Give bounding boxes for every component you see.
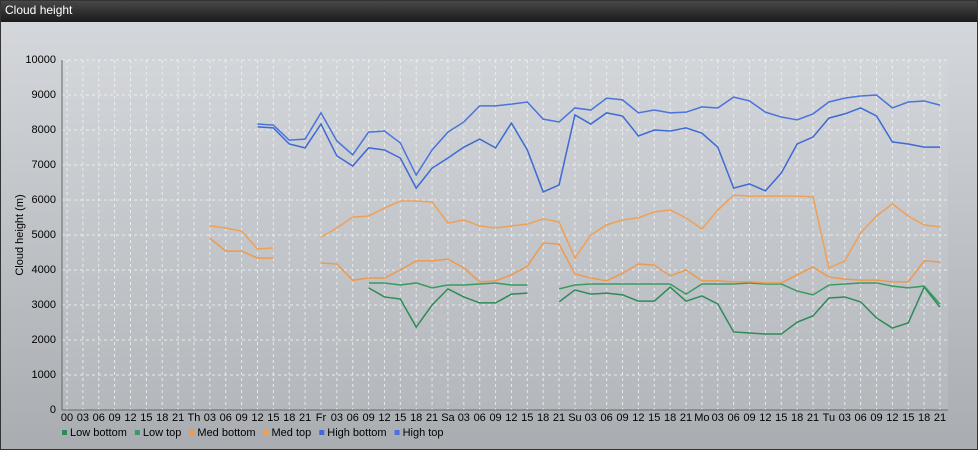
legend-label: Low top bbox=[143, 427, 182, 439]
x-tick-label: 12 bbox=[505, 412, 517, 424]
legend-label: Low bottom bbox=[70, 427, 127, 439]
y-tick-label: 4000 bbox=[32, 264, 56, 276]
legend-swatch bbox=[263, 430, 269, 435]
series-line bbox=[257, 94, 941, 177]
y-tick-label: 9000 bbox=[32, 89, 56, 101]
x-tick-label: 21 bbox=[553, 412, 565, 424]
x-tick-label: 21 bbox=[172, 412, 184, 424]
x-tick-label: 06 bbox=[474, 412, 486, 424]
x-tick-label: 21 bbox=[934, 412, 946, 424]
x-tick-label: 15 bbox=[775, 412, 787, 424]
legend-label: Med bottom bbox=[197, 427, 255, 439]
x-tick-label: Th bbox=[188, 412, 201, 424]
x-tick-label: 09 bbox=[870, 412, 882, 424]
legend-label: High bottom bbox=[327, 427, 386, 439]
x-tick-label: 21 bbox=[680, 412, 692, 424]
series-line bbox=[209, 194, 941, 269]
x-tick-label: 06 bbox=[220, 412, 232, 424]
x-tick-label: 18 bbox=[156, 412, 168, 424]
x-tick-label: 12 bbox=[632, 412, 644, 424]
y-tick-label: 7000 bbox=[32, 159, 56, 171]
x-tick-label: 12 bbox=[124, 412, 136, 424]
series-line bbox=[368, 282, 941, 305]
x-tick-label: 06 bbox=[855, 412, 867, 424]
x-tick-label: Sa bbox=[441, 412, 455, 424]
x-tick-label: 18 bbox=[410, 412, 422, 424]
x-tick-label: 06 bbox=[93, 412, 105, 424]
x-tick-label: 06 bbox=[347, 412, 359, 424]
legend-label: Med top bbox=[272, 427, 312, 439]
x-tick-label: 21 bbox=[426, 412, 438, 424]
y-tick-label: 3000 bbox=[32, 299, 56, 311]
y-tick-label: 2000 bbox=[32, 334, 56, 346]
y-tick-label: 10000 bbox=[25, 54, 56, 66]
y-tick-label: 0 bbox=[50, 404, 56, 416]
x-tick-label: 06 bbox=[728, 412, 740, 424]
x-tick-label: 18 bbox=[791, 412, 803, 424]
x-tick-label: 03 bbox=[839, 412, 851, 424]
x-tick-label: 21 bbox=[807, 412, 819, 424]
x-tick-label: 03 bbox=[77, 412, 89, 424]
y-tick-label: 1000 bbox=[32, 369, 56, 381]
y-tick-label: 6000 bbox=[32, 194, 56, 206]
x-tick-label: 09 bbox=[362, 412, 374, 424]
x-tick-label: Tu bbox=[823, 412, 835, 424]
x-tick-label: 09 bbox=[108, 412, 120, 424]
x-tick-label: 15 bbox=[267, 412, 279, 424]
x-tick-label: 18 bbox=[283, 412, 295, 424]
x-tick-label: Fr bbox=[316, 412, 327, 424]
legend-swatch bbox=[134, 430, 140, 435]
legend-label: High top bbox=[403, 427, 444, 439]
x-tick-label: 03 bbox=[331, 412, 343, 424]
x-tick-label: 09 bbox=[235, 412, 247, 424]
y-axis-label: Cloud height (m) bbox=[14, 194, 26, 275]
x-tick-label: 15 bbox=[648, 412, 660, 424]
x-tick-label: Mo bbox=[694, 412, 709, 424]
x-tick-label: 12 bbox=[251, 412, 263, 424]
legend-swatch bbox=[394, 430, 400, 435]
x-tick-label: Su bbox=[568, 412, 581, 424]
x-tick-label: 15 bbox=[902, 412, 914, 424]
y-tick-label: 5000 bbox=[32, 229, 56, 241]
legend-swatch bbox=[319, 430, 325, 435]
legend-swatch bbox=[62, 430, 67, 435]
x-tick-label: 15 bbox=[140, 412, 152, 424]
series-line bbox=[368, 285, 941, 335]
x-tick-label: 12 bbox=[886, 412, 898, 424]
x-tick-label: 15 bbox=[521, 412, 533, 424]
series-line bbox=[209, 237, 941, 284]
x-tick-label: 12 bbox=[759, 412, 771, 424]
x-tick-label: 03 bbox=[458, 412, 470, 424]
x-tick-label: 09 bbox=[489, 412, 501, 424]
y-tick-label: 8000 bbox=[32, 124, 56, 136]
x-tick-label: 03 bbox=[204, 412, 216, 424]
x-tick-label: 03 bbox=[712, 412, 724, 424]
title-bar bbox=[0, 0, 978, 22]
window-title: Cloud height bbox=[5, 3, 73, 17]
x-tick-label: 03 bbox=[585, 412, 597, 424]
x-tick-label: 21 bbox=[299, 412, 311, 424]
series-line bbox=[257, 107, 940, 193]
x-tick-label: 00 bbox=[61, 412, 73, 424]
x-tick-label: 09 bbox=[616, 412, 628, 424]
legend-swatch bbox=[189, 430, 195, 435]
x-tick-label: 15 bbox=[394, 412, 406, 424]
x-tick-label: 18 bbox=[664, 412, 676, 424]
x-tick-label: 18 bbox=[918, 412, 930, 424]
x-tick-label: 09 bbox=[743, 412, 755, 424]
x-tick-label: 18 bbox=[537, 412, 549, 424]
x-tick-label: 06 bbox=[601, 412, 613, 424]
x-tick-label: 12 bbox=[378, 412, 390, 424]
